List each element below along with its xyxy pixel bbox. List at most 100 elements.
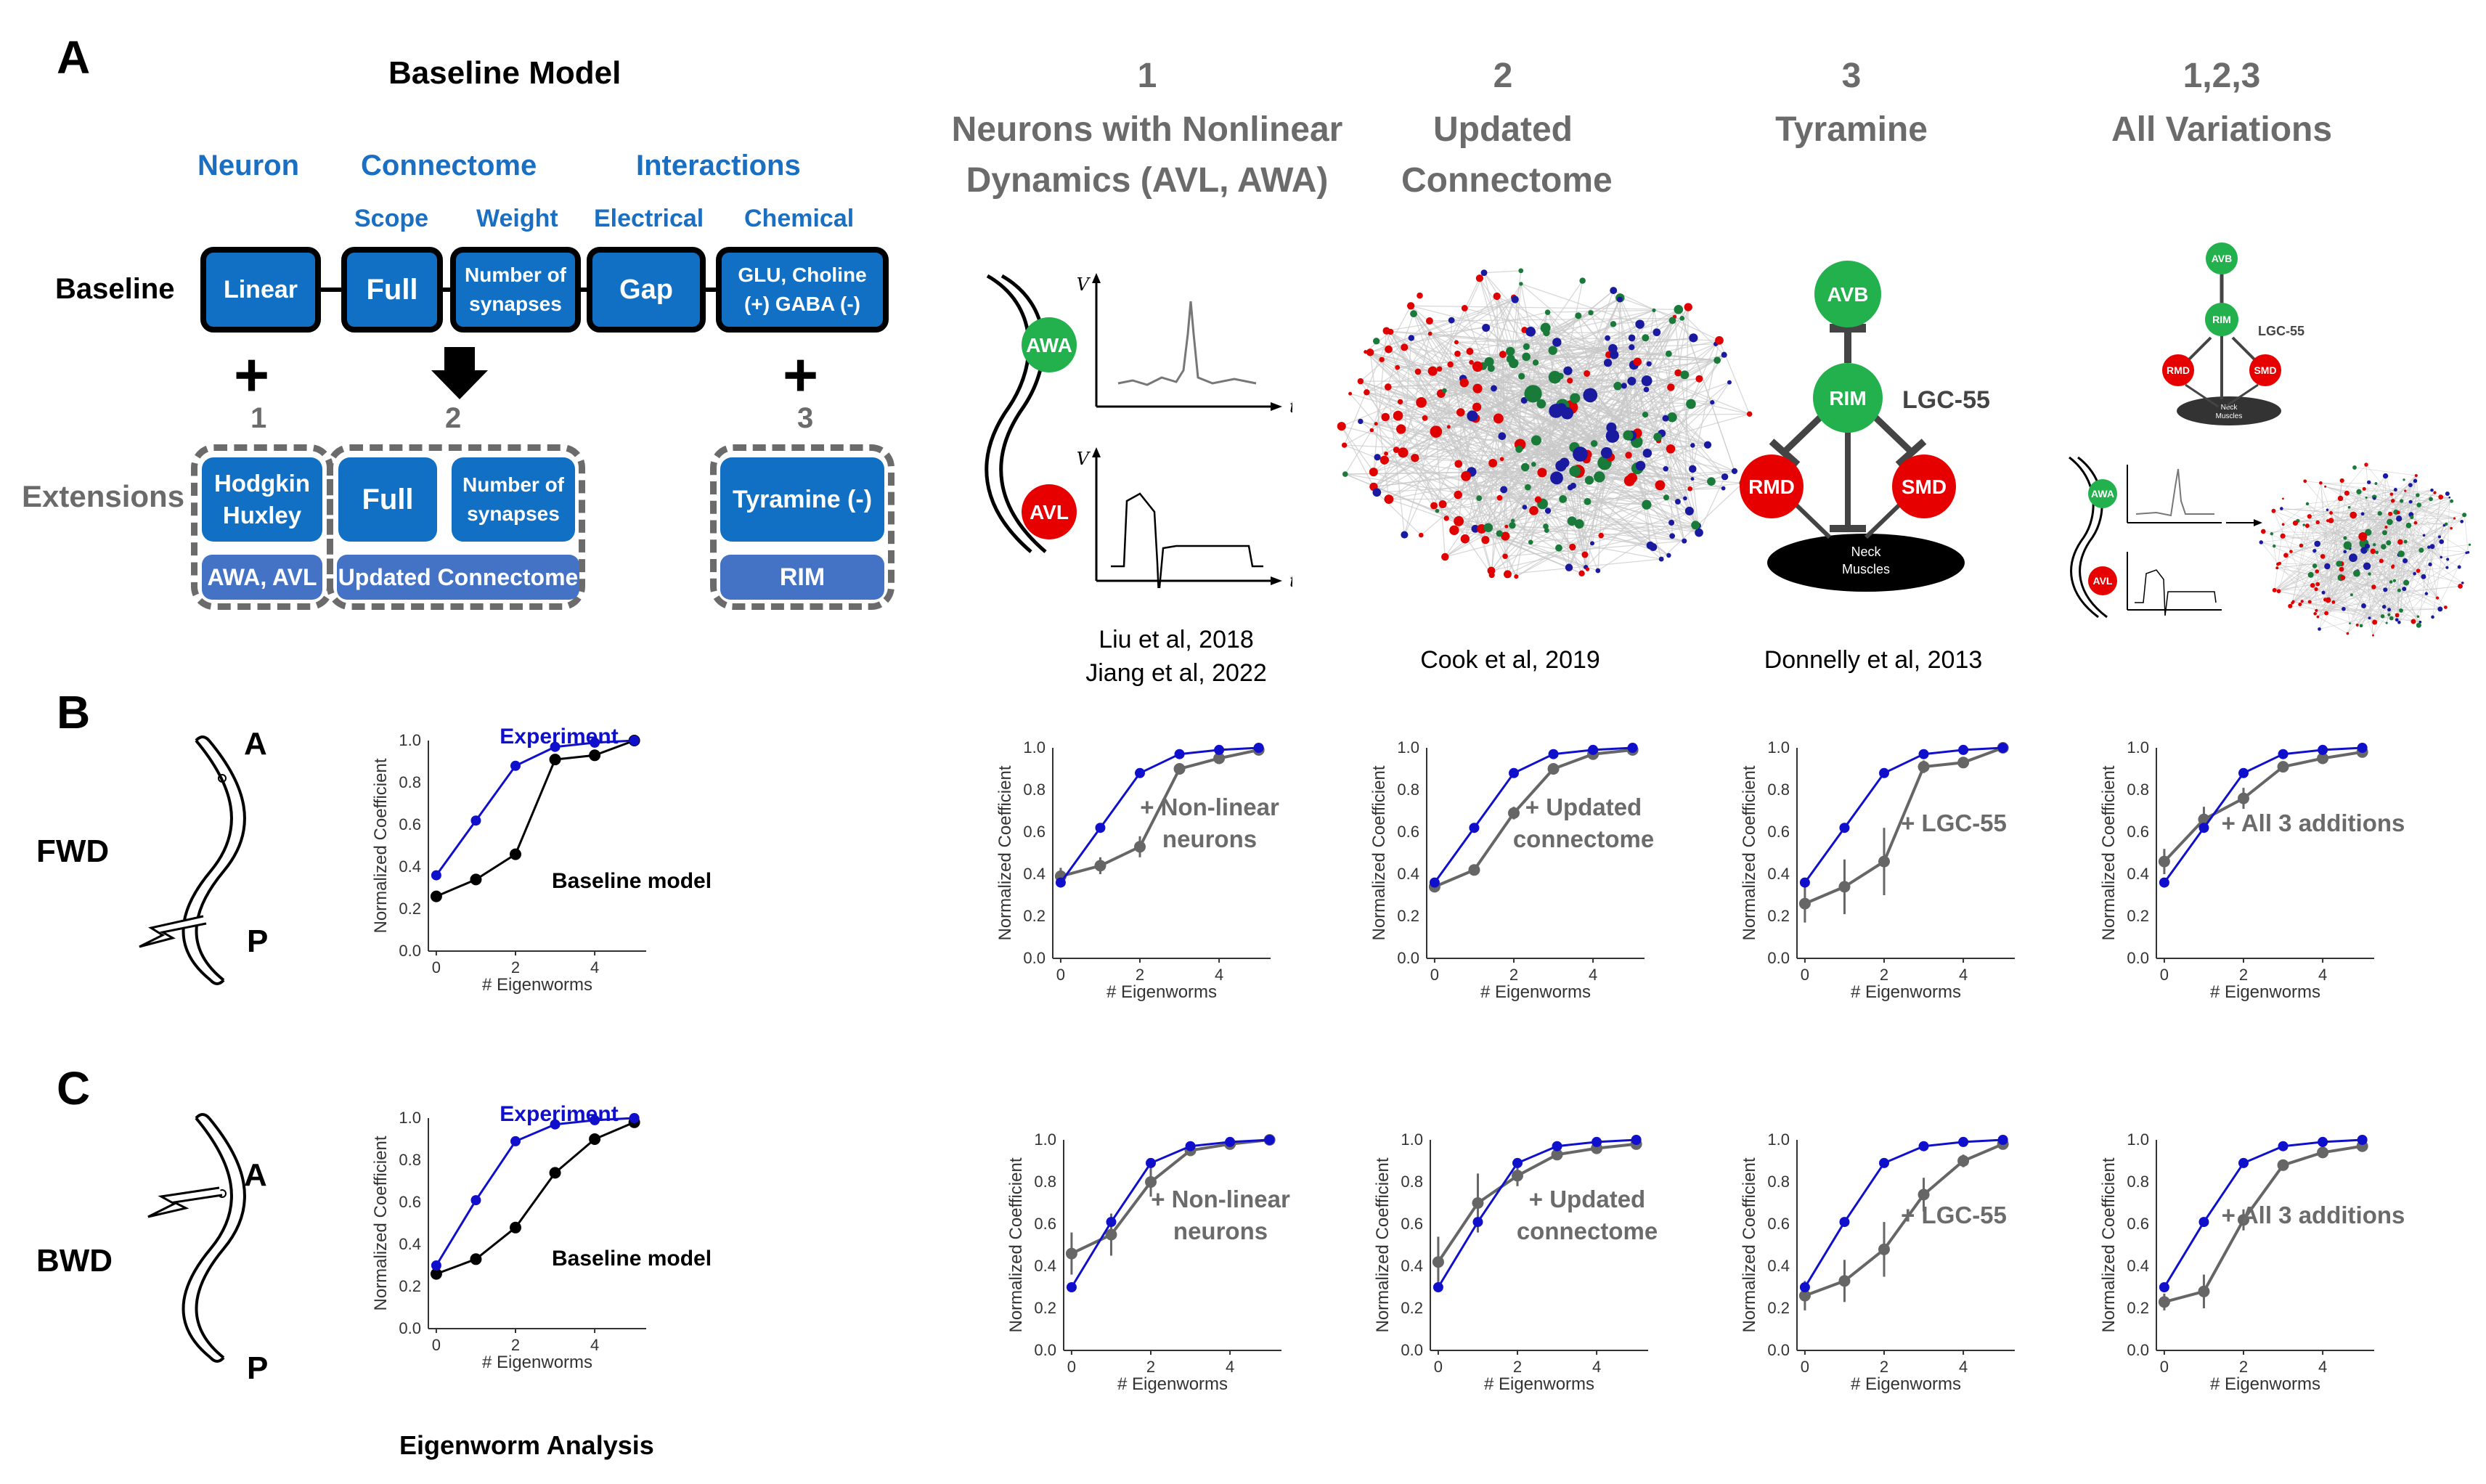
ext-box-full: Full [338, 457, 437, 542]
col2-title: Updated Connectome [1401, 110, 1613, 200]
model-point [2238, 1214, 2249, 1226]
y-tick-label: 1.0 [1401, 1130, 1423, 1149]
y-tick-label: 0.2 [399, 900, 421, 918]
x-tick-label: 4 [1226, 1358, 1234, 1376]
y-tick-label: 0.8 [399, 1151, 421, 1169]
experiment-point [590, 1114, 600, 1125]
y-tick-label: 0.6 [1767, 1215, 1790, 1233]
svg-text:LGC-55: LGC-55 [2258, 324, 2304, 338]
svg-text:SMD: SMD [2254, 364, 2276, 376]
x-tick-label: 0 [432, 958, 441, 977]
y-tick-label: 0.4 [2127, 1257, 2149, 1275]
y-tick-label: 0.6 [1401, 1215, 1423, 1233]
panel-letter-b: B [57, 686, 91, 738]
model-point [589, 749, 601, 762]
experiment-line [1437, 1138, 1637, 1288]
y-tick-label: 0.4 [1767, 1257, 1790, 1275]
experiment-point [1512, 1157, 1523, 1168]
worm-bwd-posterior: P [247, 1350, 269, 1386]
y-tick-label: 0.2 [1023, 907, 1046, 925]
chart-annotation: neurons [1162, 825, 1257, 852]
x-tick-label: 4 [2318, 1358, 2327, 1376]
model-line [1071, 1138, 1270, 1255]
x-tick-label: 2 [511, 958, 520, 977]
chart-bwd-lgc55: 0.0 0.2 0.4 0.6 0.8 1.0 0 2 4# Eigenworms Normali… [1740, 1130, 2015, 1394]
x-tick-label: 0 [1801, 1358, 1809, 1376]
model-point [1918, 761, 1930, 773]
experiment-point [1253, 743, 1264, 753]
experiment-point [1264, 1135, 1275, 1145]
worm-fwd-icon [139, 735, 246, 985]
connector [578, 288, 590, 292]
x-tick-label: 4 [1592, 1358, 1601, 1376]
experiment-point [2318, 744, 2328, 755]
experiment-point [2198, 1217, 2209, 1228]
experiment-point [2159, 877, 2169, 888]
x-axis-label: # Eigenworms [1107, 982, 1217, 1002]
chart-annotation: + Non-linear [1140, 794, 1279, 820]
ext-num-3: 3 [797, 402, 814, 434]
sub-chemical: Chemical [744, 205, 855, 232]
experiment-point [1225, 1136, 1236, 1147]
experiment-label: Experiment [500, 725, 618, 749]
t-axis-label: t [1289, 396, 1292, 417]
connector [701, 288, 719, 292]
experiment-point [431, 870, 441, 881]
model-point [1145, 1176, 1157, 1188]
experiment-line [435, 1117, 635, 1266]
v-axis-label: V [1077, 449, 1091, 469]
x-tick-label: 0 [1067, 1358, 1076, 1376]
x-tick-label: 4 [2318, 966, 2327, 984]
avl-node [1022, 484, 1077, 539]
chart-fwd-all: 0.0 0.2 0.4 0.6 0.8 1.0 0 2 4# Eigenworms Normali… [2099, 738, 2405, 1002]
chart-annotation: + Non-linear [1151, 1186, 1290, 1212]
x-tick-label: 2 [1146, 1358, 1155, 1376]
chart-annotation: connectome [1513, 825, 1654, 852]
neck-muscles-label: Neck [1851, 545, 1881, 559]
experiment-point [1958, 744, 1969, 755]
y-tick-label: 0.0 [1401, 1341, 1423, 1359]
y-tick-label: 0.4 [1023, 865, 1046, 883]
x-tick-label: 0 [1430, 966, 1439, 984]
y-tick-label: 0.6 [1034, 1215, 1056, 1233]
col1-num: 1 [1137, 57, 1157, 95]
y-tick-label: 0.0 [1397, 949, 1419, 967]
baseline-model-label: Baseline model [552, 869, 712, 893]
svg-text:AWA: AWA [2091, 488, 2114, 500]
y-tick-label: 0.4 [1034, 1257, 1056, 1275]
model-line [1804, 746, 2004, 905]
x-tick-label: 4 [1959, 1358, 1968, 1376]
sub-electrical: Electrical [594, 205, 704, 232]
ext-num-2: 2 [445, 402, 462, 434]
x-tick-label: 0 [2160, 1358, 2169, 1376]
box-full: Full [341, 247, 443, 333]
col4-num: 1,2,3 [2183, 57, 2261, 95]
model-line [436, 1121, 635, 1276]
worm-bwd-icon [147, 1113, 246, 1363]
nonlinear-neurons-illustration: AWA AVL V t V t [985, 273, 1292, 588]
model-line [2163, 750, 2363, 863]
model-point [510, 1221, 521, 1234]
worm-fwd-posterior: P [247, 924, 269, 959]
down-arrow-icon [431, 347, 488, 399]
experiment-point [1469, 823, 1480, 833]
x-axis-label: # Eigenworms [2210, 1374, 2320, 1394]
x-tick-label: 2 [1509, 966, 1518, 984]
y-tick-label: 0.8 [1401, 1173, 1423, 1191]
experiment-point [1997, 1135, 2008, 1145]
svg-text:RMD: RMD [2167, 364, 2190, 376]
y-tick-label: 0.2 [2127, 1299, 2149, 1317]
box-gap: Gap [587, 247, 706, 333]
y-tick-label: 1.0 [1023, 738, 1046, 757]
experiment-point [1055, 877, 1066, 888]
experiment-point [1185, 1141, 1196, 1151]
model-line [1434, 748, 1633, 889]
y-tick-label: 0.8 [2127, 780, 2149, 799]
col4-title: All Variations [2111, 110, 2333, 149]
x-tick-label: 2 [1136, 966, 1144, 984]
y-tick-label: 0.0 [399, 942, 421, 960]
plus-sign: + [234, 341, 270, 409]
experiment-line [1804, 746, 2003, 884]
experiment-point [1592, 1136, 1602, 1147]
